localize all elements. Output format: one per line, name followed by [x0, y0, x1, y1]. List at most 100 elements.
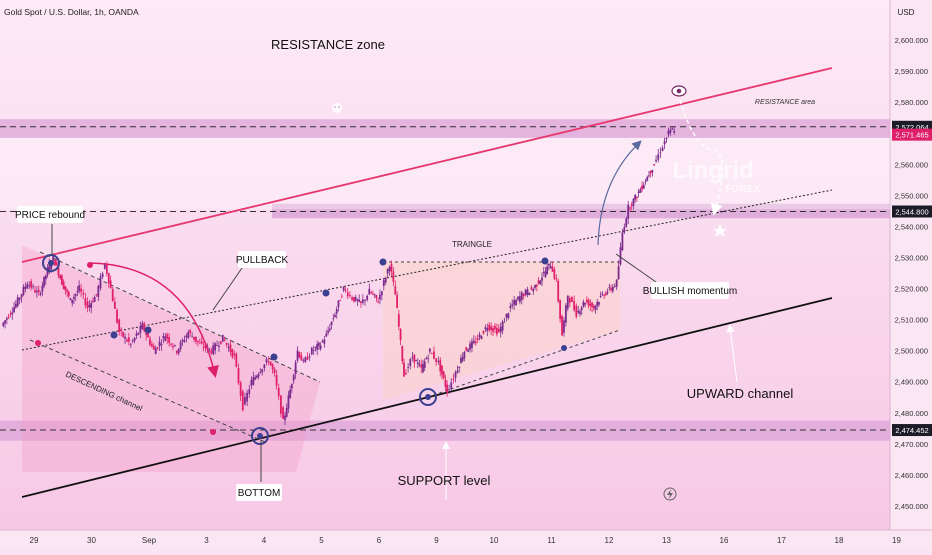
label-triangle: TRAINGLE: [452, 240, 492, 249]
candle-body: [433, 352, 435, 359]
candle-body: [220, 341, 222, 343]
candle-body: [311, 348, 313, 354]
candle-body: [233, 354, 235, 355]
candle-body: [21, 294, 23, 298]
candle-body: [629, 207, 631, 208]
candle-body: [362, 299, 364, 302]
candle-body: [370, 292, 372, 293]
price-tick-label: 2,540.000: [895, 222, 928, 231]
candle-body: [666, 138, 668, 139]
candle-body: [398, 314, 400, 326]
candle-body: [583, 302, 585, 307]
candle-body: [664, 141, 666, 144]
price-tick-label: 2,450.000: [895, 502, 928, 511]
candle-body: [63, 281, 65, 288]
candle-body: [92, 301, 94, 302]
time-tick-label: 11: [547, 536, 556, 545]
candle-body: [636, 197, 638, 198]
candle-body: [172, 346, 174, 347]
candle-body: [208, 349, 210, 350]
candle-body: [276, 375, 278, 385]
candle-body: [182, 340, 184, 342]
candle-body: [180, 342, 182, 349]
candle-body: [259, 372, 261, 373]
candle-body: [145, 333, 147, 335]
candle-body: [343, 287, 345, 291]
candle-body: [405, 373, 407, 374]
time-tick-label: 13: [662, 536, 671, 545]
candle-body: [427, 358, 429, 359]
candle-body: [155, 348, 157, 354]
candle-body: [54, 260, 56, 266]
candle-body: [426, 358, 428, 359]
candle-body: [331, 322, 333, 325]
candle-body: [32, 286, 34, 287]
symbol-title[interactable]: Gold Spot / U.S. Dollar, 1h, OANDA: [4, 7, 139, 17]
candle-body: [94, 297, 96, 302]
candle-body: [374, 294, 376, 295]
candle-body: [498, 329, 500, 332]
candle-body: [620, 247, 622, 264]
pivot-dot-3: [271, 354, 278, 361]
candle-body: [625, 218, 627, 226]
candle-body: [445, 380, 447, 387]
candle-body: [235, 354, 237, 367]
candle-body: [391, 264, 393, 272]
candle-body: [607, 292, 609, 294]
label-resistance-zone: RESISTANCE zone: [271, 37, 385, 52]
resistance-area-light: [0, 138, 890, 209]
candle-body: [673, 131, 675, 133]
candle-body: [561, 316, 563, 335]
candle-body: [71, 300, 73, 303]
candle-body: [412, 357, 414, 358]
candle-body: [288, 396, 290, 409]
candle-body: [231, 349, 233, 357]
candle-body: [325, 334, 327, 337]
candle-body: [212, 345, 214, 354]
candle-body: [159, 342, 161, 346]
candle-body: [284, 416, 286, 421]
candle-body: [610, 288, 612, 290]
candle-body: [282, 407, 284, 419]
candle-body: [118, 320, 120, 333]
candle-body: [26, 284, 28, 288]
label-pullback: PULLBACK: [236, 255, 289, 266]
candle-body: [329, 329, 331, 331]
candle-body: [507, 313, 509, 318]
candle-body: [307, 357, 309, 360]
candle-body: [248, 389, 250, 393]
candle-body: [320, 346, 322, 349]
candle-body: [462, 357, 464, 361]
time-axis-panel: [0, 530, 932, 550]
pivot-dot-5: [380, 259, 387, 266]
candle-body: [653, 164, 655, 165]
currency-label[interactable]: USD: [898, 8, 915, 17]
candle-body: [616, 280, 618, 287]
candle-body: [228, 347, 230, 348]
price-tick-label: 2,560.000: [895, 160, 928, 169]
candle-body: [575, 306, 577, 317]
candle-body: [513, 300, 515, 305]
candle-body: [336, 309, 338, 313]
candle-body: [450, 383, 452, 389]
label-bottom: BOTTOM: [238, 488, 281, 499]
candle-body: [323, 340, 325, 344]
candle-body: [332, 318, 334, 319]
price-tick-label: 2,510.000: [895, 316, 928, 325]
candle-body: [527, 289, 529, 295]
time-tick-label: 19: [892, 536, 901, 545]
candle-body: [638, 192, 640, 193]
candle-body: [631, 205, 633, 206]
candle-body: [149, 338, 151, 344]
candle-body: [591, 303, 593, 307]
candle-body: [366, 296, 368, 300]
candle-body: [174, 345, 176, 346]
candle-body: [573, 301, 575, 310]
pivot-dot-1: [111, 332, 118, 339]
candle-body: [407, 367, 409, 368]
candle-body: [126, 340, 128, 342]
candle-body: [645, 181, 647, 182]
candle-body: [650, 171, 652, 174]
